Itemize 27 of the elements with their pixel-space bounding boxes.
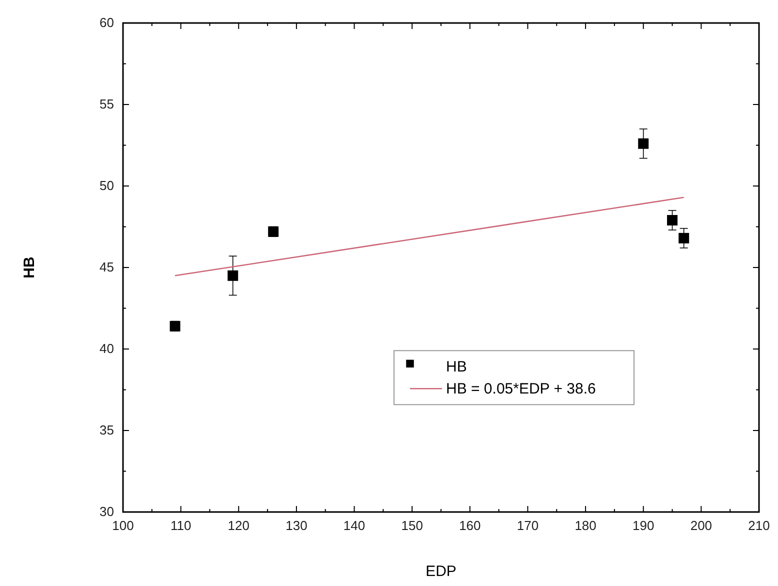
x-tick-label: 210	[748, 518, 770, 534]
y-tick-label: 40	[100, 341, 114, 356]
y-tick-label: 50	[100, 178, 114, 194]
y-tick-label: 35	[100, 422, 114, 438]
x-tick-label: 170	[516, 518, 539, 534]
x-tick-label: 150	[401, 518, 423, 534]
legend-label: HB	[446, 358, 467, 376]
point	[667, 214, 678, 226]
x-tick-label: 130	[286, 518, 308, 534]
point	[228, 270, 238, 281]
x-tick-label: 100	[112, 518, 134, 534]
x-tick-label: 180	[574, 518, 596, 534]
y-tick-label: 30	[100, 504, 114, 520]
y-axis-title: HB	[21, 256, 38, 278]
x-tick-label: 140	[343, 518, 366, 534]
x-tick-label: 120	[228, 518, 250, 534]
x-tick-label: 200	[690, 518, 712, 534]
point	[638, 138, 649, 149]
y-tick-label: 55	[100, 96, 114, 112]
x-tick-label: 110	[170, 518, 192, 534]
x-axis-title: EDP	[426, 563, 456, 580]
x-tick-label: 190	[632, 518, 654, 534]
x-tick-label: 160	[459, 518, 481, 534]
y-tick-label: 60	[100, 15, 114, 30]
y-tick-label: 45	[100, 260, 114, 275]
legend-label: HB = 0.05*EDP + 38.6	[446, 380, 596, 398]
point	[678, 232, 690, 244]
